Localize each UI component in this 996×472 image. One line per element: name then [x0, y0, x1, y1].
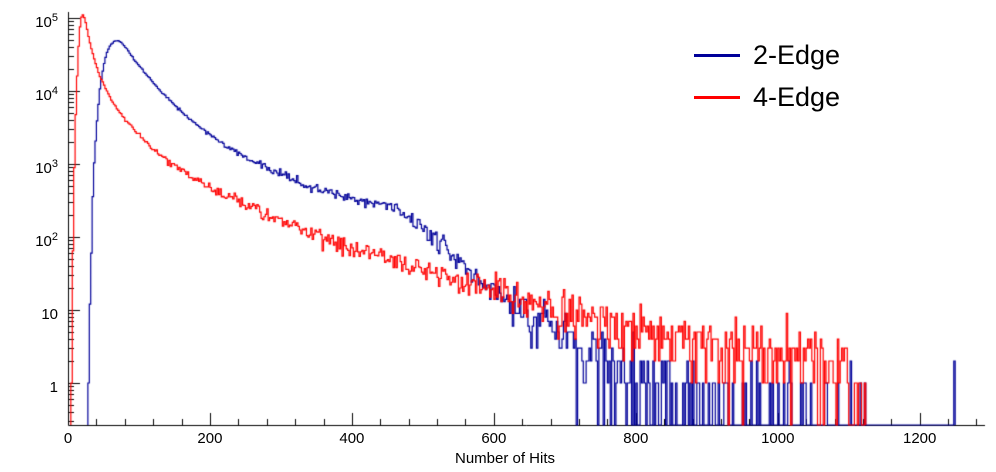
legend-label-4-edge: 4-Edge [753, 81, 841, 112]
y-tick-text: 1 [49, 379, 58, 396]
x-tick-label-1200: 1200 [903, 430, 937, 447]
y-tick-exp: 3 [51, 158, 58, 170]
y-tick-label-1e5: 105 [0, 9, 58, 32]
legend-item-2-edge: 2-Edge [694, 34, 840, 76]
x-tick-label-400: 400 [339, 430, 365, 447]
legend-line-4-edge-icon [694, 95, 740, 99]
y-tick-label-10: 10 [0, 301, 58, 324]
y-tick-label-1e2: 102 [0, 228, 58, 251]
x-tick-label-0: 0 [63, 430, 73, 447]
y-tick-label-1e3: 103 [0, 155, 58, 178]
x-axis-title: Number of Hits [454, 450, 556, 467]
legend: 2-Edge 4-Edge [694, 34, 840, 118]
y-tick-label-1e4: 104 [0, 82, 58, 105]
legend-label-2-edge: 2-Edge [753, 39, 841, 70]
y-tick-exp: 4 [51, 85, 58, 97]
y-tick-exp: 2 [51, 231, 58, 243]
y-tick-text: 10 [35, 233, 52, 250]
y-tick-exp: 5 [51, 12, 58, 24]
legend-line-2-edge-icon [694, 53, 740, 57]
x-tick-label-600: 600 [481, 430, 507, 447]
x-tick-label-200: 200 [197, 430, 223, 447]
y-tick-label-1: 1 [0, 374, 58, 397]
y-tick-text: 10 [35, 14, 52, 31]
x-tick-label-800: 800 [623, 430, 649, 447]
x-tick-label-1000: 1000 [761, 430, 795, 447]
y-tick-text: 10 [41, 306, 58, 323]
y-tick-text: 10 [35, 87, 52, 104]
legend-item-4-edge: 4-Edge [694, 76, 840, 118]
y-tick-text: 10 [35, 160, 52, 177]
